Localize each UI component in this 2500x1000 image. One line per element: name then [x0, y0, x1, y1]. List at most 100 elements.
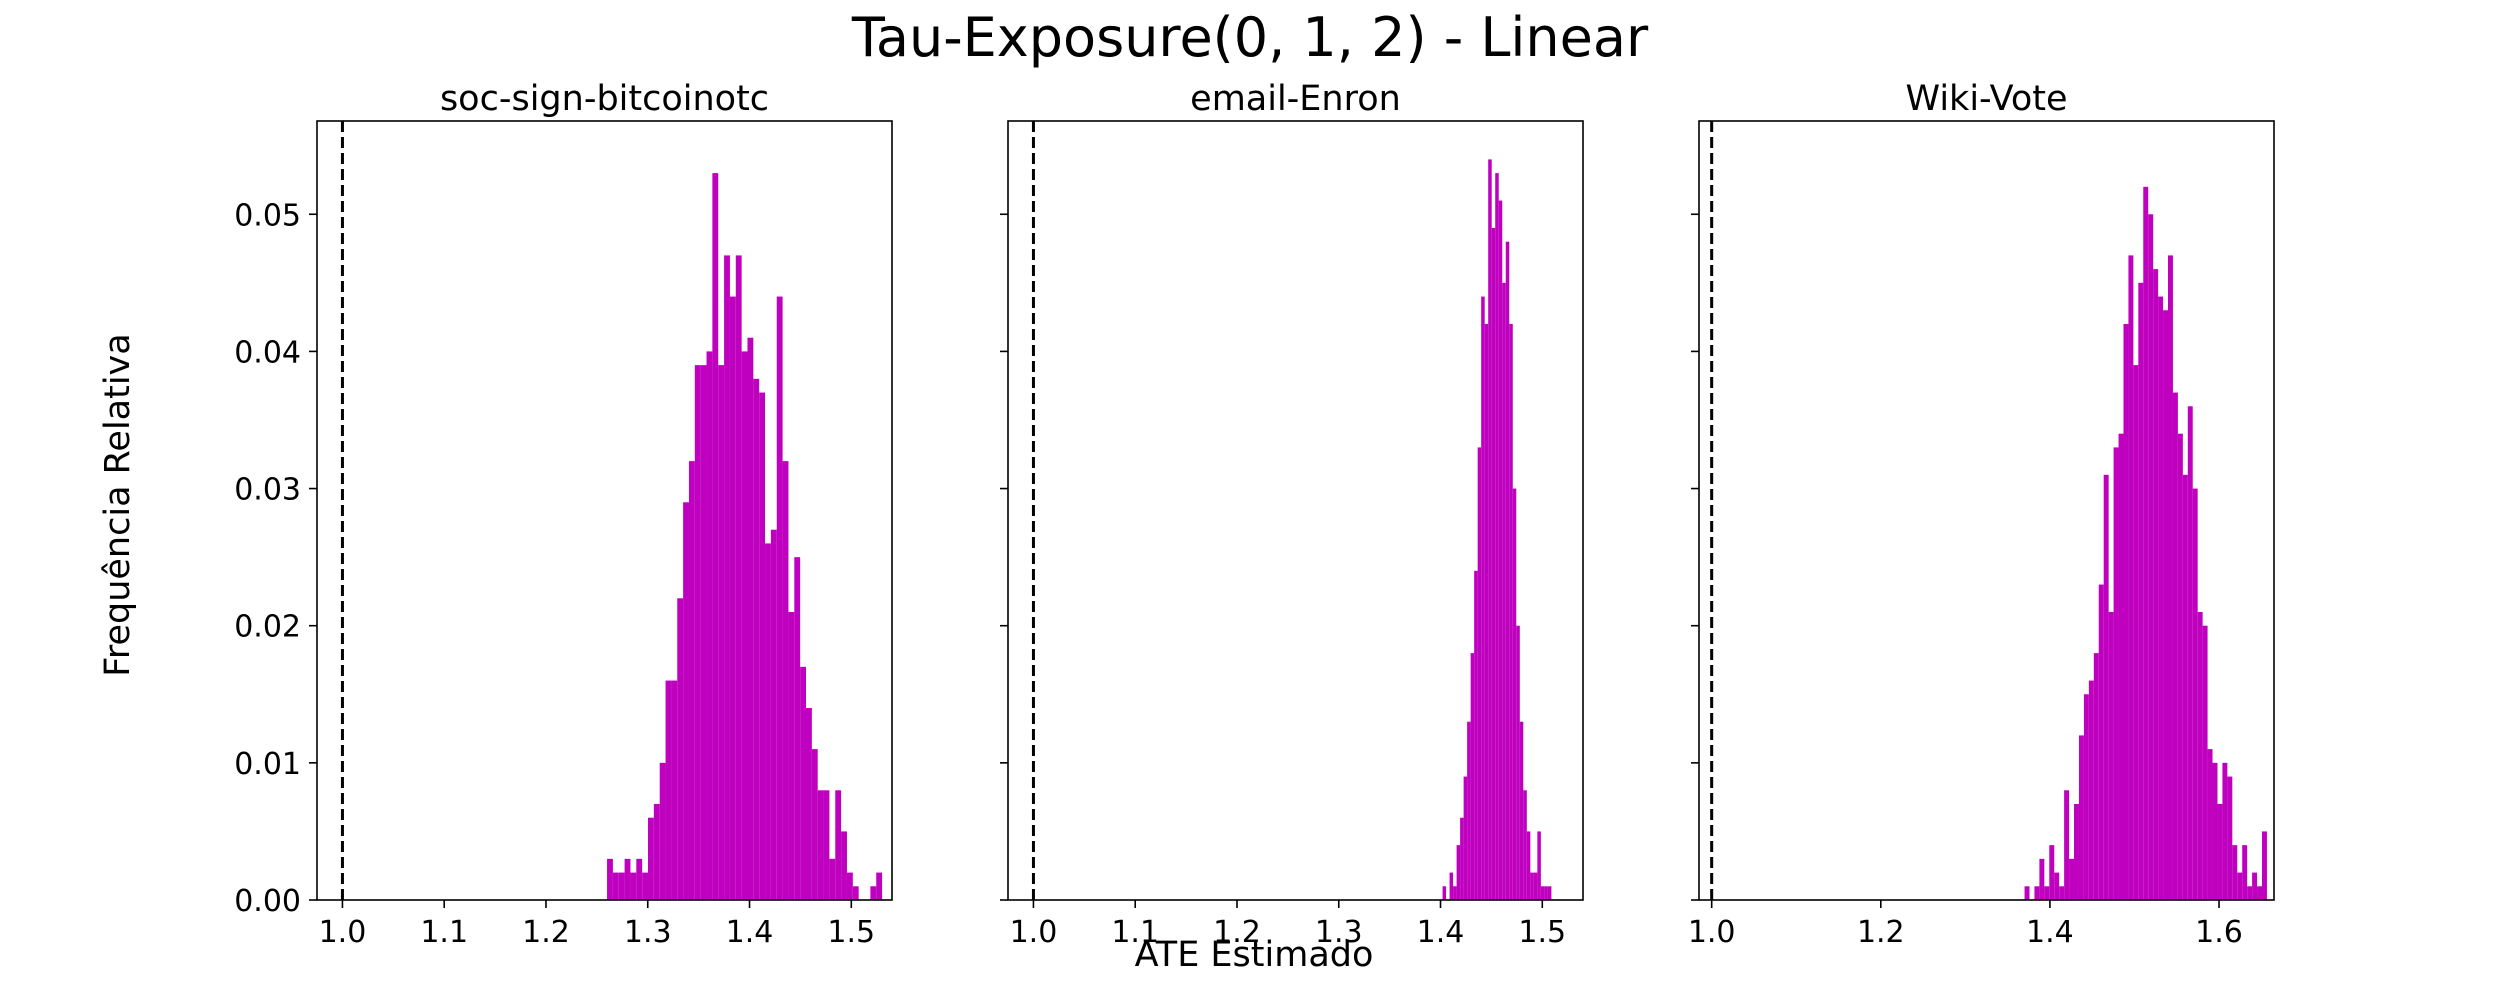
histogram-bar	[2247, 886, 2253, 900]
x-tick-label: 1.2	[522, 915, 570, 950]
x-tick-label: 1.0	[1010, 915, 1058, 950]
histogram-bar	[2158, 296, 2164, 900]
x-tick-label: 1.4	[726, 915, 774, 950]
x-tick-label: 1.5	[827, 915, 875, 950]
histogram-bar	[841, 831, 847, 900]
histogram-bar	[729, 296, 736, 900]
histogram-bar	[665, 680, 672, 900]
y-tick-label: 0.01	[234, 747, 301, 782]
histogram-bar	[1540, 886, 1545, 900]
histogram-bar	[806, 707, 812, 900]
histogram-bar	[2153, 269, 2159, 900]
histogram-bar	[2242, 845, 2248, 900]
histogram-bar	[2128, 255, 2134, 901]
subplot-3: 1.0 1.2 1.4 1.6 Wiki-Vote	[1688, 79, 2275, 950]
histogram-bar	[753, 378, 760, 901]
histogram-bar	[2197, 611, 2203, 900]
histogram-bar	[624, 858, 631, 900]
histogram-bar	[607, 858, 613, 900]
histogram-bar	[2123, 323, 2129, 900]
histogram-bar	[1467, 721, 1471, 900]
histogram-bar	[741, 351, 748, 900]
subplot-title: email-Enron	[1190, 79, 1401, 119]
histogram-bar	[1544, 886, 1548, 900]
histogram-bar	[765, 543, 771, 900]
histogram-bar	[1463, 776, 1468, 900]
histogram-bar	[1456, 845, 1461, 900]
histogram-bar	[1474, 570, 1478, 900]
histogram-bar	[1526, 831, 1531, 900]
histogram-bar	[776, 296, 783, 900]
histogram-bar	[618, 872, 625, 900]
histogram-bar	[2237, 872, 2243, 900]
histogram-bar	[823, 790, 830, 900]
histogram-bar	[2074, 803, 2079, 900]
histogram-bar	[2088, 680, 2094, 900]
histogram-bar	[718, 365, 725, 900]
histogram-bar	[2143, 186, 2149, 900]
y-axis-label: Frequência Relativa	[98, 333, 138, 677]
x-tick-label: 1.6	[2195, 915, 2243, 950]
histogram-bar	[759, 392, 766, 900]
histogram-bar	[2098, 584, 2104, 900]
histogram-bar	[2252, 872, 2258, 900]
x-tick-label: 1.3	[624, 915, 672, 950]
histogram-bar	[1509, 323, 1513, 900]
x-tick-label: 1.5	[1518, 915, 1566, 950]
histogram-bar	[2168, 255, 2173, 901]
histogram-bar	[2039, 858, 2045, 900]
histogram-bar	[1477, 447, 1482, 900]
histogram-bar	[735, 255, 742, 901]
histogram-bar	[671, 680, 678, 900]
histogram-bar	[2182, 474, 2188, 900]
axes-frame	[1698, 120, 2275, 901]
histogram-bar	[2083, 694, 2089, 900]
subplot-1: 1.0 1.1 1.2 1.3 1.4 1.5 0.00 0.01 0.02 0.03 0.04 0.…	[234, 79, 893, 950]
histogram-bar	[2138, 282, 2144, 901]
x-tick-label: 1.3	[1315, 915, 1363, 950]
histogram-bar	[829, 858, 836, 900]
histogram-bar	[1491, 227, 1496, 901]
histogram-bar	[2232, 845, 2238, 900]
histogram-bar	[2202, 625, 2208, 900]
histogram-bar	[2227, 776, 2233, 900]
histogram-bar	[876, 872, 883, 900]
histogram-bar	[811, 749, 818, 900]
histogram-bar	[794, 557, 801, 900]
histogram-bar	[1530, 872, 1534, 900]
histogram-bar	[1505, 241, 1510, 901]
histogram-bar	[2078, 735, 2084, 900]
histogram-bar	[835, 790, 842, 900]
histogram-bar	[1442, 886, 1447, 900]
y-tick-label: 0.05	[234, 198, 301, 233]
histogram-bar	[2118, 433, 2124, 900]
histogram-bar	[1470, 653, 1475, 900]
y-tick-label: 0.00	[234, 884, 301, 919]
histogram-bar	[2113, 447, 2119, 900]
histogram-bar	[2212, 762, 2218, 900]
subplot-2: 1.0 1.1 1.2 1.3 1.4 1.5 email-Enron	[1000, 79, 1584, 950]
histogram-bar	[1519, 721, 1524, 900]
x-tick-label: 1.2	[1213, 915, 1261, 950]
histogram-bar	[1533, 872, 1538, 900]
histogram-bar	[659, 762, 666, 900]
histogram-bar	[1512, 488, 1517, 900]
histogram-bar	[2187, 406, 2193, 900]
subplot-title: soc-sign-bitcoinotc	[440, 79, 769, 119]
x-tick-label: 1.4	[1417, 915, 1465, 950]
histogram-bar	[2049, 845, 2055, 900]
histogram-bar	[2108, 611, 2114, 900]
histogram-bar	[1498, 200, 1503, 900]
histogram-bar	[782, 461, 789, 900]
histogram-bar	[2222, 762, 2228, 900]
histogram-bar	[870, 886, 877, 900]
histogram-bar	[2177, 433, 2183, 900]
y-tick-label: 0.04	[234, 335, 301, 370]
axes-frame	[316, 120, 893, 901]
x-tick-label: 1.1	[420, 915, 468, 950]
histogram-bar	[2172, 392, 2178, 900]
histogram-bar	[724, 255, 730, 901]
histogram-bar	[1460, 817, 1464, 900]
histogram-bar	[2059, 886, 2065, 900]
